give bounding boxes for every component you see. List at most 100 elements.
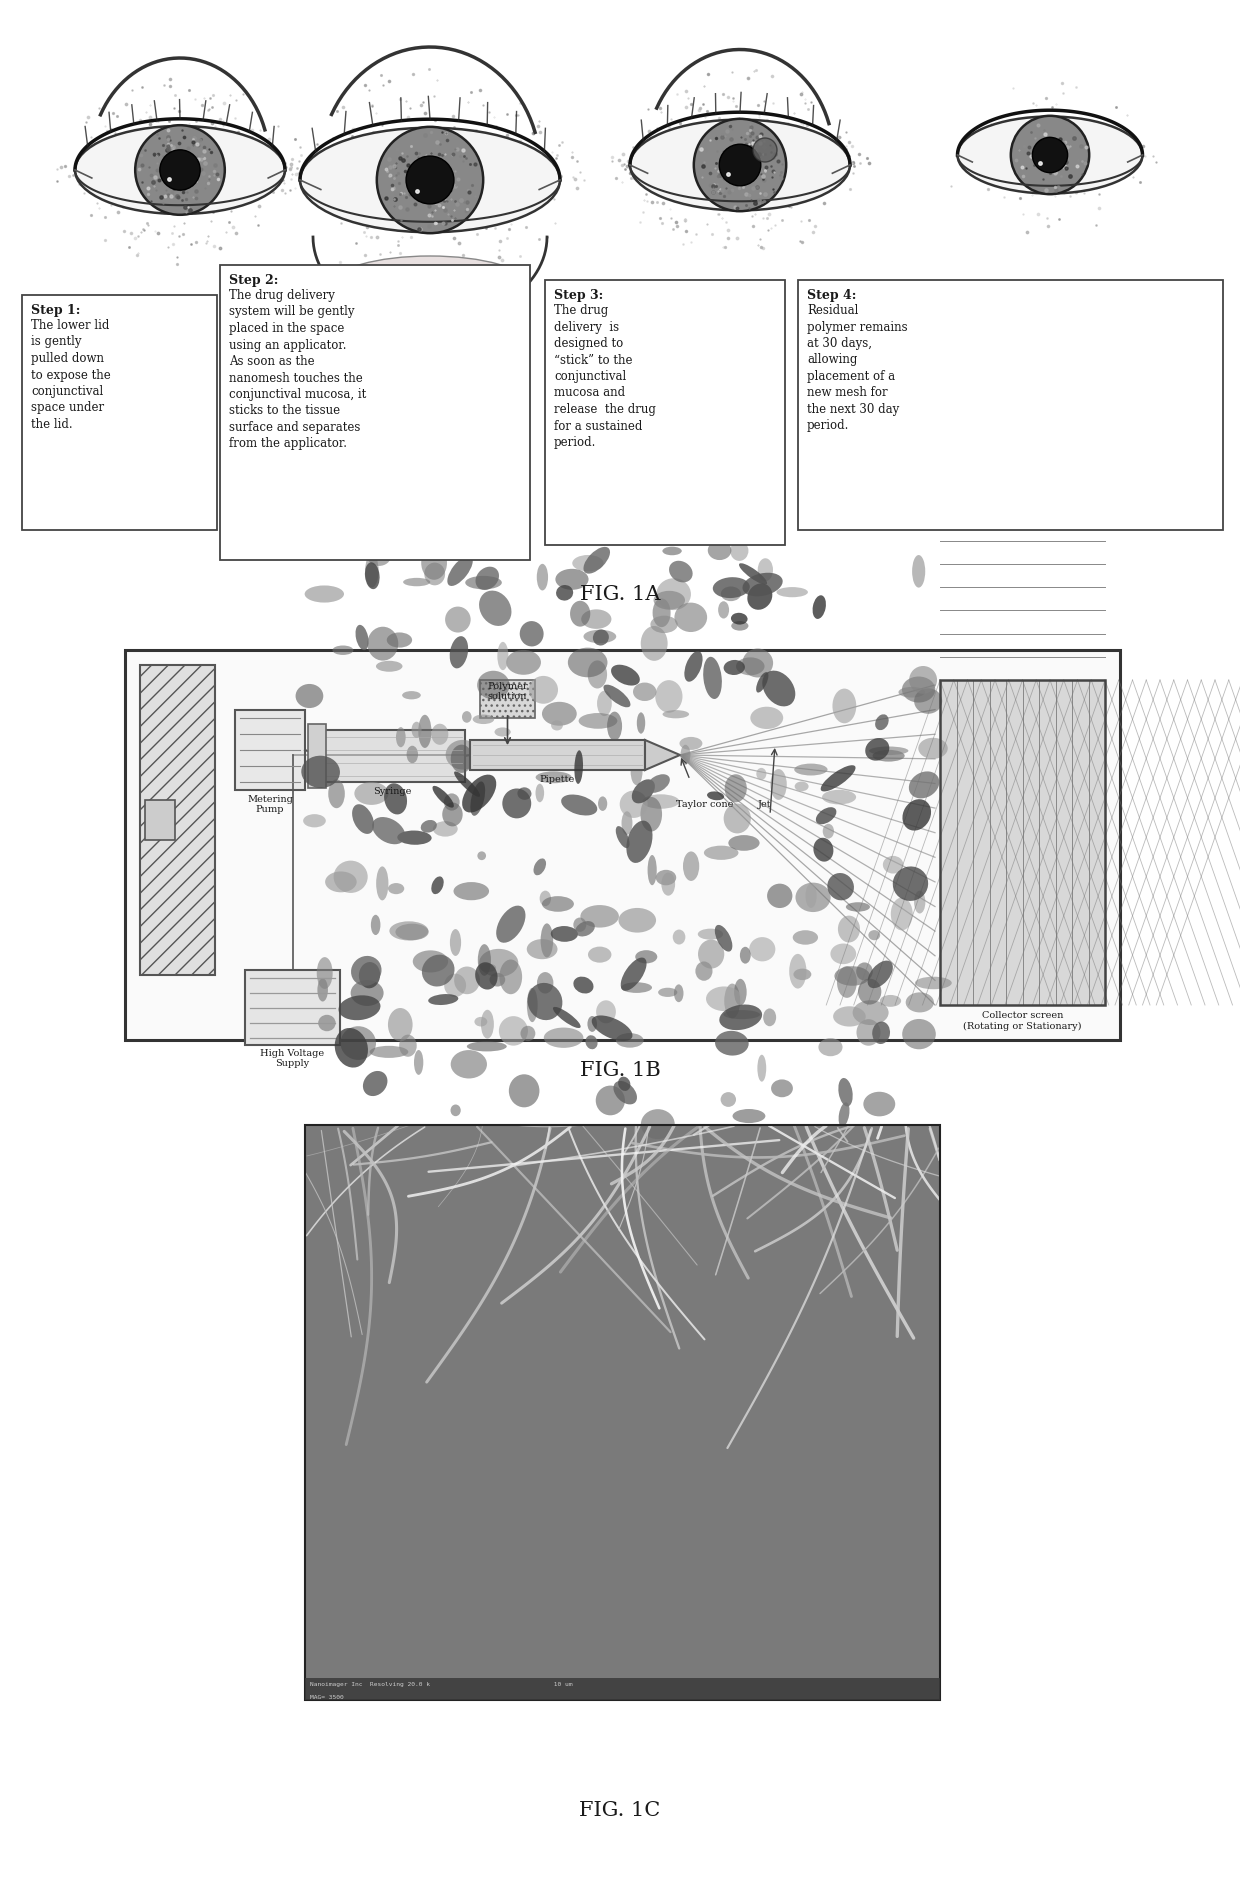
Ellipse shape [675, 602, 707, 632]
Ellipse shape [74, 126, 285, 213]
Ellipse shape [574, 750, 583, 784]
Ellipse shape [584, 546, 610, 573]
Ellipse shape [869, 746, 909, 756]
Circle shape [1011, 116, 1089, 194]
Ellipse shape [662, 710, 689, 718]
Ellipse shape [795, 764, 827, 775]
Ellipse shape [573, 918, 587, 931]
Text: MAG= 3500: MAG= 3500 [310, 1695, 343, 1700]
Ellipse shape [653, 590, 684, 609]
Ellipse shape [544, 743, 560, 754]
Ellipse shape [909, 771, 940, 798]
Ellipse shape [703, 657, 722, 699]
Ellipse shape [698, 939, 724, 969]
Ellipse shape [890, 897, 913, 931]
Ellipse shape [570, 602, 590, 626]
Ellipse shape [720, 1093, 737, 1106]
Ellipse shape [621, 958, 646, 990]
Ellipse shape [356, 625, 368, 649]
Ellipse shape [724, 803, 751, 834]
Ellipse shape [301, 756, 340, 788]
Ellipse shape [704, 845, 739, 861]
Ellipse shape [454, 771, 480, 798]
Ellipse shape [743, 573, 782, 596]
Ellipse shape [835, 965, 870, 986]
Ellipse shape [794, 969, 811, 981]
Ellipse shape [737, 657, 765, 676]
Ellipse shape [681, 744, 691, 765]
Ellipse shape [652, 598, 671, 626]
Bar [940, 680, 1105, 1005]
Bar [546, 280, 785, 545]
Ellipse shape [363, 1070, 387, 1097]
Ellipse shape [913, 556, 925, 588]
Ellipse shape [372, 546, 405, 558]
Ellipse shape [647, 855, 657, 885]
Ellipse shape [728, 836, 760, 851]
Ellipse shape [893, 866, 929, 901]
Ellipse shape [444, 973, 466, 998]
Ellipse shape [367, 545, 391, 565]
Ellipse shape [812, 596, 826, 619]
Ellipse shape [418, 714, 432, 748]
Text: Collector screen
(Rotating or Stationary): Collector screen (Rotating or Stationary… [963, 1011, 1081, 1030]
Polygon shape [386, 270, 414, 390]
Ellipse shape [433, 821, 458, 836]
Text: Step 3:: Step 3: [554, 289, 603, 303]
Ellipse shape [806, 883, 817, 908]
Ellipse shape [537, 564, 548, 590]
Ellipse shape [582, 609, 611, 628]
Ellipse shape [445, 741, 480, 769]
Bar [145, 800, 175, 840]
Ellipse shape [542, 897, 574, 912]
Text: FIG. 1C: FIG. 1C [579, 1801, 661, 1820]
Ellipse shape [370, 1045, 408, 1059]
Ellipse shape [872, 1022, 890, 1043]
Ellipse shape [448, 556, 472, 586]
Ellipse shape [527, 988, 538, 1022]
Ellipse shape [846, 902, 870, 912]
Bar [236, 710, 305, 790]
Ellipse shape [420, 821, 436, 832]
Ellipse shape [387, 632, 412, 647]
Ellipse shape [450, 929, 461, 956]
Ellipse shape [470, 781, 485, 815]
Ellipse shape [351, 956, 382, 986]
Ellipse shape [789, 954, 806, 988]
Ellipse shape [371, 914, 381, 935]
Ellipse shape [715, 1030, 749, 1055]
Ellipse shape [428, 994, 459, 1005]
Ellipse shape [334, 861, 368, 893]
Ellipse shape [838, 1078, 853, 1106]
Ellipse shape [620, 790, 647, 819]
Text: Step 2:: Step 2: [229, 274, 278, 288]
Ellipse shape [422, 364, 439, 387]
Ellipse shape [591, 1015, 632, 1041]
Ellipse shape [756, 767, 766, 781]
Text: Polymer
solution: Polymer solution [487, 682, 528, 701]
Polygon shape [446, 270, 474, 390]
Ellipse shape [358, 962, 381, 988]
Ellipse shape [472, 714, 495, 724]
Bar [480, 680, 534, 718]
Ellipse shape [319, 1015, 336, 1032]
Ellipse shape [822, 790, 856, 803]
Ellipse shape [655, 680, 682, 712]
Ellipse shape [367, 626, 398, 661]
Polygon shape [645, 741, 680, 769]
Ellipse shape [579, 712, 618, 729]
Ellipse shape [562, 794, 598, 815]
Ellipse shape [713, 577, 750, 598]
Ellipse shape [595, 1085, 625, 1116]
Ellipse shape [537, 973, 553, 994]
Ellipse shape [905, 992, 934, 1013]
Ellipse shape [402, 691, 420, 699]
Bar [305, 1125, 940, 1700]
Ellipse shape [317, 979, 327, 1002]
Ellipse shape [673, 929, 686, 944]
Ellipse shape [596, 691, 611, 716]
Ellipse shape [684, 651, 703, 682]
Ellipse shape [619, 908, 656, 933]
Ellipse shape [450, 636, 469, 668]
Ellipse shape [750, 706, 784, 729]
